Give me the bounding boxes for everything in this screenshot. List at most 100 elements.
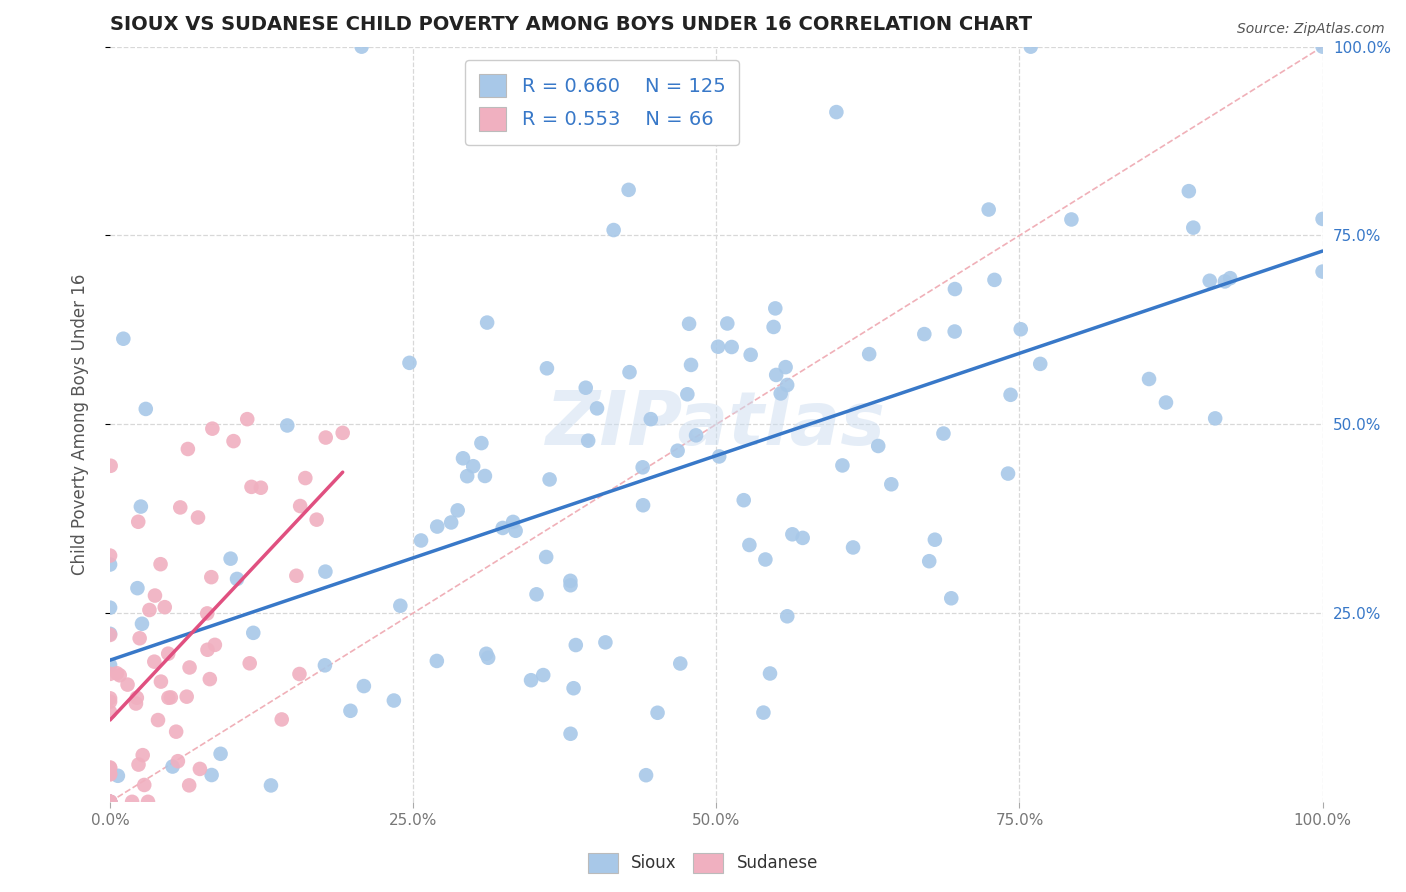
Point: [125, 697, 148, 711]
Point: [1312, 264, 1334, 278]
Point: [738, 538, 761, 552]
Point: [763, 301, 786, 316]
Point: [586, 401, 609, 416]
Point: [105, 666, 128, 681]
Point: [1060, 212, 1083, 227]
Point: [240, 480, 263, 494]
Point: [98, 627, 121, 641]
Point: [149, 674, 172, 689]
Point: [792, 531, 814, 545]
Point: [239, 657, 262, 671]
Point: [200, 570, 222, 584]
Point: [138, 603, 160, 617]
Point: [179, 778, 201, 792]
Point: [108, 668, 131, 682]
Point: [143, 655, 166, 669]
Point: [475, 316, 498, 330]
Point: [1204, 411, 1226, 425]
Point: [127, 581, 149, 595]
Point: [924, 533, 946, 547]
Point: [631, 498, 654, 512]
Point: [134, 778, 156, 792]
Point: [560, 727, 582, 741]
Point: [782, 527, 804, 541]
Point: [602, 223, 624, 237]
Point: [775, 360, 797, 375]
Point: [98, 558, 121, 572]
Point: [209, 747, 232, 761]
Point: [382, 693, 405, 707]
Point: [534, 549, 557, 564]
Point: [477, 650, 499, 665]
Point: [177, 442, 200, 456]
Point: [640, 412, 662, 426]
Point: [127, 515, 149, 529]
Point: [1182, 220, 1205, 235]
Point: [260, 779, 283, 793]
Point: [250, 481, 273, 495]
Point: [98, 795, 121, 809]
Point: [165, 724, 187, 739]
Point: [426, 654, 449, 668]
Point: [679, 358, 702, 372]
Point: [636, 768, 658, 782]
Point: [538, 472, 561, 486]
Point: [619, 365, 641, 379]
Point: [941, 591, 963, 606]
Point: [222, 434, 245, 449]
Text: Source: ZipAtlas.com: Source: ZipAtlas.com: [1237, 22, 1385, 37]
Point: [868, 439, 890, 453]
Point: [129, 500, 152, 514]
Point: [98, 767, 121, 781]
Point: [474, 469, 496, 483]
Point: [98, 760, 121, 774]
Point: [1154, 395, 1177, 409]
Point: [270, 713, 292, 727]
Point: [353, 679, 375, 693]
Point: [918, 554, 941, 568]
Y-axis label: Child Poverty Among Boys Under 16: Child Poverty Among Boys Under 16: [72, 274, 89, 575]
Point: [135, 401, 157, 416]
Point: [143, 589, 166, 603]
Point: [983, 273, 1005, 287]
Point: [709, 450, 731, 464]
Point: [647, 706, 669, 720]
Point: [98, 767, 121, 781]
Point: [219, 551, 242, 566]
Point: [720, 340, 742, 354]
Point: [1000, 388, 1022, 402]
Point: [169, 500, 191, 515]
Point: [112, 332, 135, 346]
Point: [1029, 357, 1052, 371]
Point: [456, 469, 478, 483]
Point: [187, 510, 209, 524]
Point: [492, 521, 515, 535]
Point: [128, 757, 150, 772]
Point: [100, 458, 122, 473]
Point: [752, 706, 775, 720]
Point: [117, 678, 139, 692]
Point: [98, 795, 121, 809]
Point: [98, 549, 121, 563]
Point: [475, 647, 498, 661]
Text: SIOUX VS SUDANESE CHILD POVERTY AMONG BOYS UNDER 16 CORRELATION CHART: SIOUX VS SUDANESE CHILD POVERTY AMONG BO…: [110, 15, 1032, 34]
Point: [288, 499, 311, 513]
Point: [98, 666, 121, 681]
Point: [409, 533, 432, 548]
Point: [389, 599, 412, 613]
Point: [526, 587, 548, 601]
Point: [595, 635, 617, 649]
Point: [1312, 211, 1334, 226]
Point: [285, 568, 308, 582]
Point: [107, 769, 129, 783]
Point: [1178, 184, 1201, 198]
Point: [1213, 275, 1236, 289]
Point: [531, 668, 554, 682]
Point: [98, 695, 121, 709]
Point: [131, 616, 153, 631]
Point: [197, 642, 219, 657]
Point: [204, 638, 226, 652]
Point: [842, 541, 865, 555]
Point: [188, 762, 211, 776]
Point: [575, 381, 598, 395]
